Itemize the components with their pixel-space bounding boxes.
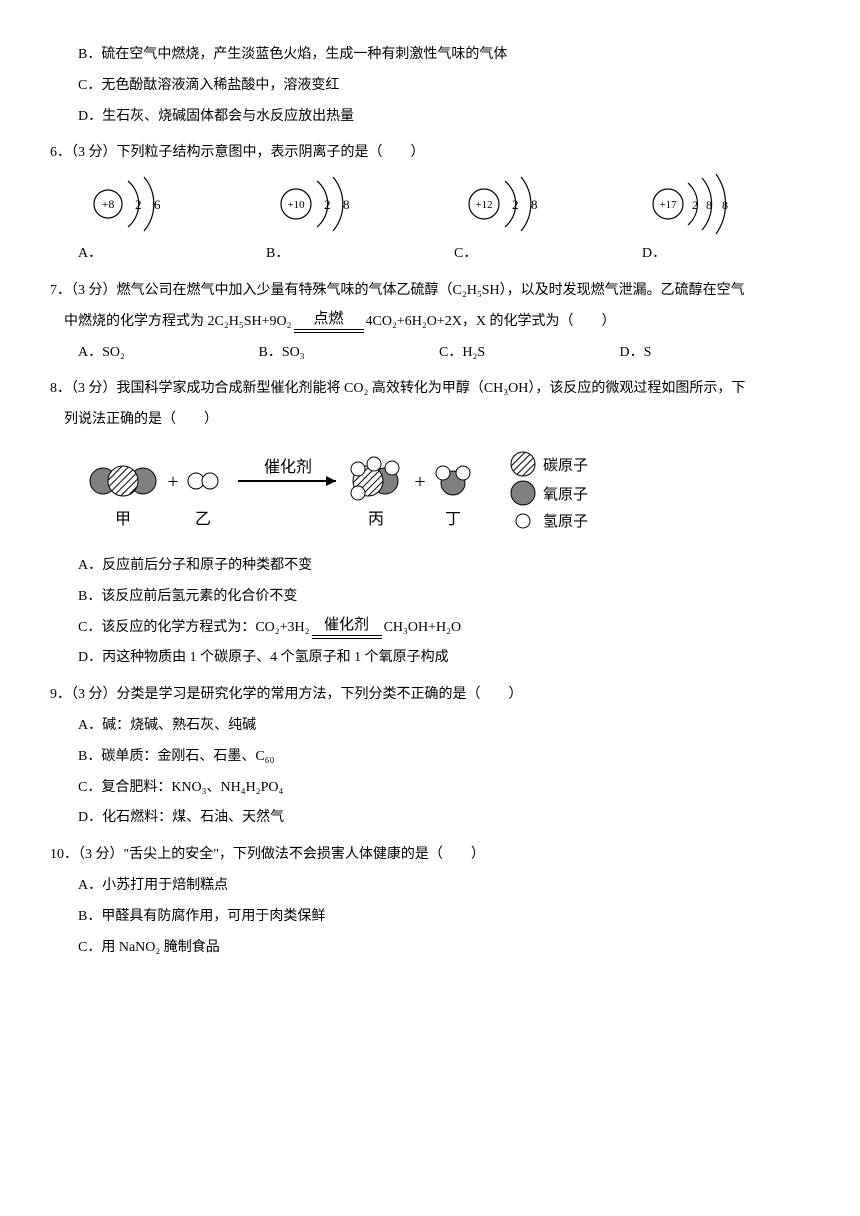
molecule-reaction-svg: 甲 + 乙 催化剂 丙 + 丁 — [78, 446, 638, 541]
q8-optC-post: CH₃OH+H₂O — [384, 620, 462, 635]
shell-2: 6 — [154, 197, 161, 212]
q6-label-C: C． — [454, 239, 612, 270]
q10-optC: C．用 NaNO₂ 腌制食品 — [50, 933, 800, 964]
q10-stem: 10．（3 分）"舌尖上的安全"，下列做法不会损害人体健康的是（ ） — [50, 840, 800, 871]
q6-stem: 6．（3 分）下列粒子结构示意图中，表示阴离子的是（ ） — [50, 138, 800, 169]
q8-optD: D．丙这种物质由 1 个碳原子、4 个氢原子和 1 个氧原子构成 — [50, 643, 800, 674]
q6-optD: +17 2 8 8 D． — [642, 169, 800, 270]
q8-stem-line2: 列说法正确的是（ ） — [50, 405, 800, 436]
legend-hydrogen: 氢原子 — [543, 513, 588, 530]
nucleus-label: +17 — [659, 199, 677, 211]
q7-equation-post: 4CO₂+6H₂O+2X，X 的化学式为（ ） — [366, 314, 616, 329]
q8-optC-pre: C．该反应的化学方程式为：CO₂+3H₂ — [78, 620, 310, 635]
reaction-condition: 点燃 — [294, 310, 364, 331]
q9-optB: B．碳单质：金刚石、石墨、C₆₀ — [50, 742, 800, 773]
q9-stem: 9．（3 分）分类是学习是研究化学的常用方法，下列分类不正确的是（ ） — [50, 680, 800, 711]
shell-2: 8 — [343, 197, 350, 212]
label-bing: 丙 — [368, 511, 384, 528]
q7: 7．（3 分）燃气公司在燃气中加入少量有特殊气味的气体乙硫醇（C₂H₅SH），以… — [50, 276, 800, 368]
label-yi: 乙 — [195, 511, 211, 528]
svg-text:+: + — [414, 471, 425, 493]
shell-1: 2 — [135, 197, 142, 212]
q7-optD: D．S — [620, 338, 801, 369]
label-jia: 甲 — [115, 511, 131, 528]
q9-optC: C．复合肥料：KNO₃、NH₄H₂PO₄ — [50, 773, 800, 804]
legend-carbon: 碳原子 — [543, 457, 588, 474]
q9-optA: A．碱：烧碱、熟石灰、纯碱 — [50, 711, 800, 742]
q5-optC: C．无色酚酞溶液滴入稀盐酸中，溶液变红 — [50, 71, 800, 102]
q8-stem-line1: 8．（3 分）我国科学家成功合成新型催化剂能将 CO₂ 高效转化为甲醇（CH₃O… — [50, 374, 800, 405]
q6: 6．（3 分）下列粒子结构示意图中，表示阴离子的是（ ） +8 2 6 A． +… — [50, 138, 800, 270]
q8-optA: A．反应前后分子和原子的种类都不变 — [50, 551, 800, 582]
q8: 8．（3 分）我国科学家成功合成新型催化剂能将 CO₂ 高效转化为甲醇（CH₃O… — [50, 374, 800, 674]
q5-optD: D．生石灰、烧碱固体都会与水反应放出热量 — [50, 102, 800, 133]
svg-text:+: + — [167, 471, 178, 493]
shell-1: 2 — [324, 197, 331, 212]
label-ding: 丁 — [445, 511, 461, 528]
q6-options: +8 2 6 A． +10 2 8 B． +12 — [50, 169, 800, 270]
q8-optB: B．该反应前后氢元素的化合价不变 — [50, 582, 800, 613]
q7-optC: C．H₂S — [439, 338, 620, 369]
q7-options: A．SO₂ B．SO₃ C．H₂S D．S — [50, 338, 800, 369]
q8-optC: C．该反应的化学方程式为：CO₂+3H₂催化剂CH₃OH+H₂O — [50, 613, 800, 644]
q9-optD: D．化石燃料：煤、石油、天然气 — [50, 803, 800, 834]
reaction-condition: 催化剂 — [312, 616, 382, 637]
q8-reaction-diagram: 甲 + 乙 催化剂 丙 + 丁 — [50, 436, 800, 551]
q6-label-A: A． — [78, 239, 236, 270]
shell-1: 2 — [692, 198, 698, 212]
q6-label-B: B． — [266, 239, 424, 270]
q9: 9．（3 分）分类是学习是研究化学的常用方法，下列分类不正确的是（ ） A．碱：… — [50, 680, 800, 834]
atom-diagram-C: +12 2 8 — [454, 169, 554, 239]
q6-optB: +10 2 8 B． — [266, 169, 424, 270]
q10-optB: B．甲醛具有防腐作用，可用于肉类保鲜 — [50, 902, 800, 933]
atom-diagram-A: +8 2 6 — [78, 169, 178, 239]
q10: 10．（3 分）"舌尖上的安全"，下列做法不会损害人体健康的是（ ） A．小苏打… — [50, 840, 800, 963]
nucleus-label: +12 — [475, 199, 492, 211]
atom-diagram-B: +10 2 8 — [266, 169, 366, 239]
q6-label-D: D． — [642, 239, 800, 270]
q7-stem-line1: 7．（3 分）燃气公司在燃气中加入少量有特殊气味的气体乙硫醇（C₂H₅SH），以… — [50, 276, 800, 307]
shell-1: 2 — [512, 197, 519, 212]
atom-diagram-D: +17 2 8 8 — [642, 169, 752, 239]
q5-optB: B．硫在空气中燃烧，产生淡蓝色火焰，生成一种有刺激性气味的气体 — [50, 40, 800, 71]
q6-optA: +8 2 6 A． — [78, 169, 236, 270]
q10-optA: A．小苏打用于焙制糕点 — [50, 871, 800, 902]
q7-optA: A．SO₂ — [78, 338, 259, 369]
nucleus-label: +8 — [102, 197, 115, 211]
q7-optB: B．SO₃ — [259, 338, 440, 369]
q5-options-continued: B．硫在空气中燃烧，产生淡蓝色火焰，生成一种有刺激性气味的气体 C．无色酚酞溶液… — [50, 40, 800, 132]
q6-optC: +12 2 8 C． — [454, 169, 612, 270]
q7-equation-pre: 中燃烧的化学方程式为 2C₂H₅SH+9O₂ — [64, 314, 292, 329]
shell-2: 8 — [531, 197, 538, 212]
shell-3: 8 — [722, 198, 728, 212]
q7-stem-line2: 中燃烧的化学方程式为 2C₂H₅SH+9O₂点燃4CO₂+6H₂O+2X，X 的… — [50, 307, 800, 338]
legend-oxygen: 氧原子 — [543, 486, 588, 503]
arrow-label: 催化剂 — [264, 458, 312, 476]
nucleus-label: +10 — [287, 199, 305, 211]
shell-2: 8 — [706, 198, 712, 212]
